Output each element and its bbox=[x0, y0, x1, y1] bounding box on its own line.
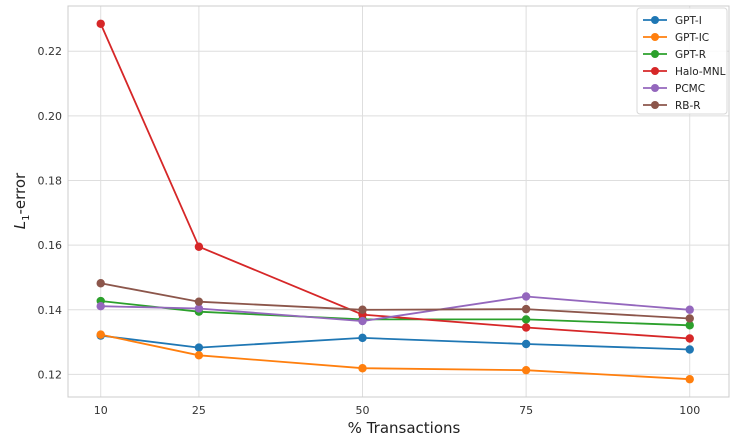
data-point-rb-r bbox=[521, 304, 531, 314]
y-tick-label: 0.20 bbox=[38, 110, 63, 123]
x-tick-label: 10 bbox=[94, 404, 108, 417]
y-tick-label: 0.14 bbox=[38, 304, 63, 317]
data-point-gpt-ic bbox=[521, 365, 531, 375]
data-point-halo-mnl bbox=[685, 334, 694, 343]
legend-item-gpt-ic: GPT-IC bbox=[643, 32, 709, 44]
data-point-pcmc bbox=[96, 301, 105, 311]
legend-label: PCMC bbox=[675, 83, 705, 95]
data-point-rb-r bbox=[96, 279, 105, 288]
series-rb-r bbox=[96, 279, 694, 323]
legend-swatch-marker bbox=[651, 101, 659, 109]
data-point-gpt-ic bbox=[194, 351, 204, 360]
data-point-gpt-ic bbox=[358, 364, 367, 373]
data-point-rb-r bbox=[194, 297, 204, 306]
legend-label: Halo-MNL bbox=[675, 66, 726, 78]
legend-item-gpt-i: GPT-I bbox=[643, 15, 702, 27]
legend-label: RB-R bbox=[675, 100, 701, 112]
data-point-gpt-i bbox=[685, 345, 694, 354]
data-point-pcmc bbox=[358, 316, 367, 326]
series-halo-mnl bbox=[96, 19, 694, 343]
y-tick-label: 0.12 bbox=[38, 368, 63, 381]
y-axis-ticks: 0.12 0.14 0.16 0.18 0.20 0.22 bbox=[38, 45, 63, 381]
legend-swatch-marker bbox=[651, 67, 659, 75]
data-point-gpt-i bbox=[358, 333, 367, 343]
y-tick-label: 0.16 bbox=[38, 239, 63, 252]
data-point-halo-mnl bbox=[521, 323, 531, 332]
x-tick-label: 50 bbox=[356, 404, 370, 417]
x-tick-label: 100 bbox=[679, 404, 700, 417]
data-point-pcmc bbox=[685, 305, 694, 314]
y-tick-label: 0.18 bbox=[38, 174, 63, 187]
data-point-gpt-ic bbox=[96, 330, 105, 339]
grid bbox=[68, 6, 729, 397]
data-point-halo-mnl bbox=[194, 242, 204, 251]
x-tick-label: 75 bbox=[519, 404, 533, 417]
legend-item-gpt-r: GPT-R bbox=[643, 49, 706, 61]
legend-label: GPT-IC bbox=[675, 32, 709, 44]
legend-item-pcmc: PCMC bbox=[643, 83, 705, 95]
legend-item-rb-r: RB-R bbox=[643, 100, 701, 112]
plot-frame bbox=[67, 5, 730, 398]
legend-label: GPT-I bbox=[675, 15, 702, 27]
data-point-rb-r bbox=[685, 314, 694, 323]
legend-swatch-marker bbox=[651, 16, 659, 24]
data-point-pcmc bbox=[194, 304, 204, 313]
legend-swatch-marker bbox=[651, 84, 659, 92]
data-point-gpt-r bbox=[685, 321, 694, 330]
data-point-gpt-ic bbox=[685, 375, 694, 384]
series-layer bbox=[96, 19, 694, 384]
data-point-gpt-i bbox=[521, 339, 531, 349]
legend-item-halo-mnl: Halo-MNL bbox=[643, 66, 726, 78]
x-axis-label: % Transactions bbox=[348, 419, 461, 437]
x-tick-label: 25 bbox=[192, 404, 206, 417]
data-point-gpt-i bbox=[194, 343, 204, 352]
legend: GPT-I GPT-IC GPT-R Halo-MNL PCMC RB-R bbox=[636, 7, 728, 115]
y-axis-label: L1-error bbox=[11, 172, 32, 229]
legend-label: GPT-R bbox=[675, 49, 706, 61]
legend-swatch-marker bbox=[651, 33, 659, 41]
data-point-gpt-r bbox=[521, 315, 531, 324]
series-pcmc bbox=[96, 292, 694, 326]
x-axis-ticks: 10 25 50 75 100 bbox=[94, 404, 701, 417]
data-point-halo-mnl bbox=[96, 19, 105, 28]
series-gpt-ic bbox=[96, 330, 694, 384]
legend-swatch-marker bbox=[651, 50, 659, 58]
y-tick-label: 0.22 bbox=[38, 45, 63, 58]
data-point-rb-r bbox=[358, 305, 367, 314]
data-point-pcmc bbox=[521, 292, 531, 301]
